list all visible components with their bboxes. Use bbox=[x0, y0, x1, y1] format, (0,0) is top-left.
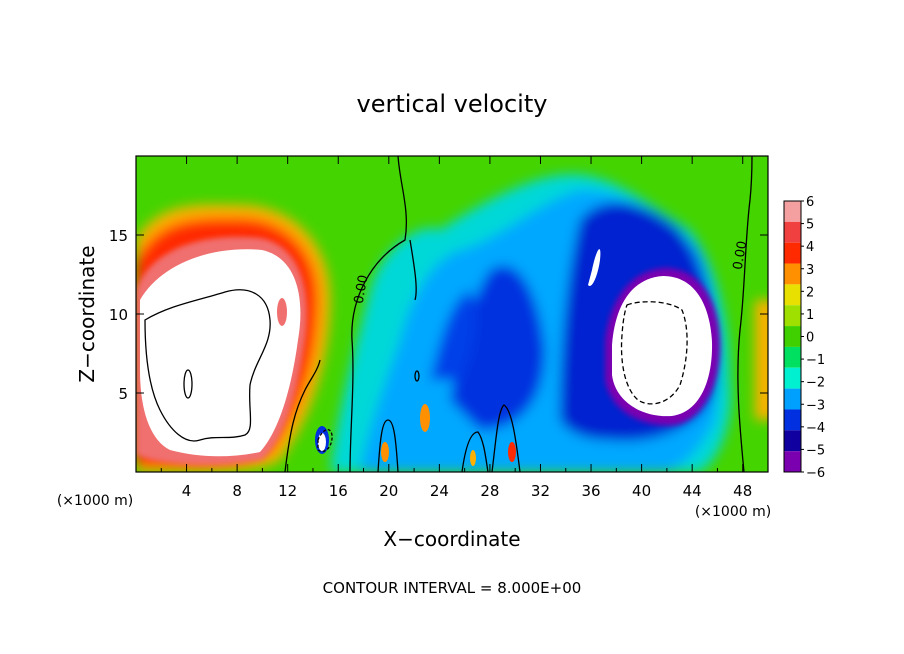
colorbar-label: −5 bbox=[806, 443, 825, 458]
colorbar-swatch bbox=[784, 305, 801, 327]
colorbar-swatch bbox=[784, 326, 801, 347]
colorbar-swatch bbox=[784, 451, 801, 472]
x-axis: 4 8 12 16 20 24 28 32 36 40 44 48 bbox=[160, 156, 752, 500]
colorbar-label: −6 bbox=[806, 466, 825, 481]
x-tick-label: 36 bbox=[581, 482, 600, 500]
colorbar: 6 5 4 3 2 1 0 −1 −2 −3 −4 −5 −6 bbox=[783, 195, 825, 481]
x-tick-label: 24 bbox=[430, 482, 449, 500]
colorbar-swatch bbox=[784, 388, 801, 410]
x-tick-label: 20 bbox=[379, 482, 398, 500]
colorbar-swatch bbox=[784, 346, 801, 368]
chart-title: vertical velocity bbox=[357, 90, 548, 118]
x-tick-label: 44 bbox=[683, 482, 702, 500]
contour-label: 0.00 bbox=[352, 274, 372, 305]
colorbar-swatch bbox=[784, 284, 801, 306]
colorbar-label: 1 bbox=[806, 308, 814, 323]
colorbar-swatch bbox=[784, 409, 801, 431]
x-tick-label: 16 bbox=[329, 482, 348, 500]
colorbar-label: 6 bbox=[806, 195, 814, 210]
colorbar-label: −1 bbox=[806, 353, 825, 368]
y-axis-label: Z−coordinate bbox=[75, 245, 99, 382]
x-tick-label: 8 bbox=[232, 482, 242, 500]
contour-label: 0.00 bbox=[731, 240, 751, 271]
colorbar-label: 0 bbox=[806, 331, 814, 346]
colorbar-label: −3 bbox=[806, 398, 825, 413]
x-tick-label: 32 bbox=[531, 482, 550, 500]
heatmap-field bbox=[136, 156, 768, 472]
colorbar-swatch bbox=[784, 263, 801, 285]
colorbar-swatch bbox=[784, 201, 801, 222]
colorbar-swatch bbox=[784, 242, 801, 264]
y-tick-label: 5 bbox=[118, 385, 128, 403]
y-axis: 5 10 15 bbox=[109, 227, 768, 403]
y-tick-label: 10 bbox=[109, 306, 128, 324]
colorbar-label: −4 bbox=[806, 421, 825, 436]
colorbar-label: 4 bbox=[806, 240, 814, 255]
x-tick-label: 4 bbox=[182, 482, 192, 500]
x-tick-label: 40 bbox=[632, 482, 651, 500]
colorbar-label: −2 bbox=[806, 376, 825, 391]
colorbar-label: 5 bbox=[806, 218, 814, 233]
colorbar-swatch bbox=[784, 367, 801, 389]
x-unit-left: (×1000 m) bbox=[57, 493, 133, 509]
contour-interval-footer: CONTOUR INTERVAL = 8.000E+00 bbox=[323, 579, 582, 597]
colorbar-swatch bbox=[784, 221, 801, 243]
x-tick-label: 12 bbox=[278, 482, 297, 500]
x-axis-label: X−coordinate bbox=[383, 527, 520, 551]
colorbar-label: 3 bbox=[806, 263, 814, 278]
x-tick-label: 28 bbox=[480, 482, 499, 500]
x-tick-label: 48 bbox=[733, 482, 752, 500]
y-tick-label: 15 bbox=[109, 227, 128, 245]
x-unit-right: (×1000 m) bbox=[695, 504, 771, 520]
colorbar-label: 2 bbox=[806, 285, 814, 300]
colorbar-swatch bbox=[784, 430, 801, 452]
